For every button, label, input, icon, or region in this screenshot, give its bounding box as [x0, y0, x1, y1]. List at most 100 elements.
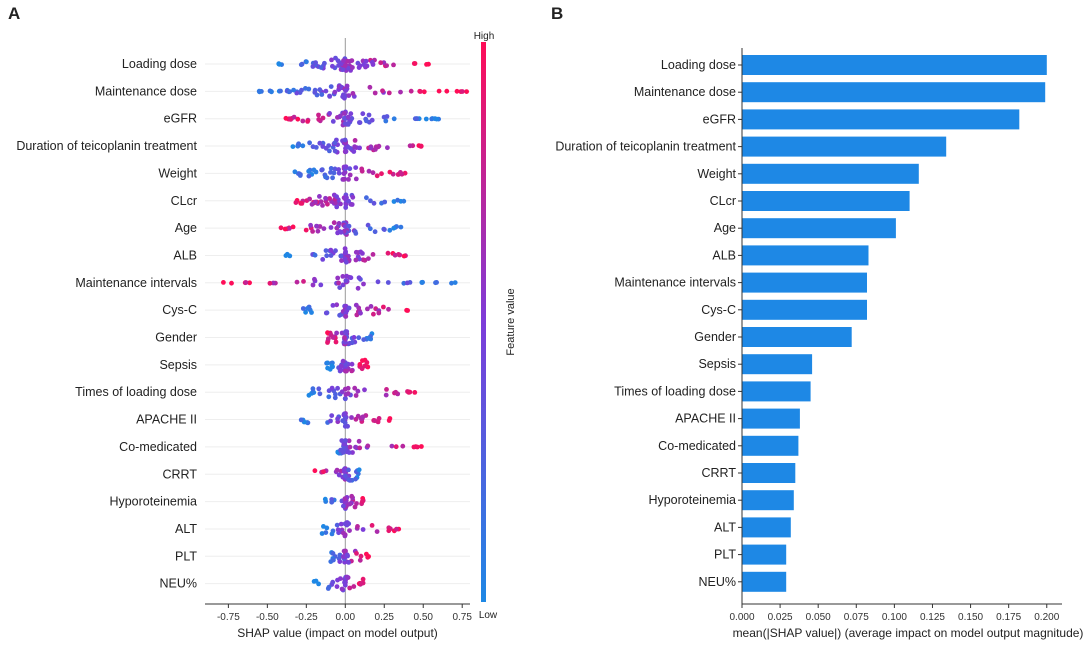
- a-shap-point: [282, 226, 288, 232]
- a-shap-point: [357, 445, 363, 451]
- b-bar: [742, 327, 852, 347]
- a-shap-point: [411, 444, 417, 450]
- a-shap-point: [341, 530, 346, 536]
- a-shap-point: [346, 438, 352, 444]
- a-shap-point: [347, 478, 353, 483]
- b-bar: [742, 408, 800, 429]
- b-bar: [742, 245, 869, 266]
- a-shap-point: [357, 120, 362, 125]
- a-shap-point: [229, 280, 234, 286]
- a-shap-point: [355, 285, 361, 291]
- a-shap-point: [346, 93, 352, 98]
- a-shap-point: [333, 200, 338, 206]
- a-shap-point: [419, 280, 425, 285]
- a-shap-point: [391, 116, 397, 122]
- b-x-tick-label: 0.125: [920, 612, 945, 623]
- a-shap-point: [343, 205, 349, 210]
- a-x-tick-label: -0.25: [295, 612, 318, 623]
- a-shap-point: [342, 386, 348, 392]
- a-shap-point: [367, 84, 373, 90]
- a-shap-point: [310, 386, 316, 392]
- b-x-tick-label: 0.050: [806, 612, 831, 623]
- a-shap-point: [323, 195, 328, 201]
- b-bar: [742, 82, 1046, 103]
- b-feature-label: Sepsis: [698, 357, 736, 371]
- a-shap-point: [287, 226, 292, 231]
- a-shap-point: [299, 201, 305, 206]
- a-shap-point: [358, 249, 364, 255]
- b-bar: [742, 272, 867, 293]
- a-shap-point: [386, 418, 392, 423]
- a-shap-point: [305, 306, 310, 311]
- a-shap-point: [333, 339, 339, 345]
- a-shap-point: [333, 248, 338, 254]
- a-shap-point: [385, 250, 391, 256]
- a-shap-point: [393, 389, 399, 395]
- a-feature-label: CLcr: [171, 194, 197, 208]
- a-shap-point: [322, 60, 327, 66]
- a-shap-point: [382, 199, 388, 205]
- a-shap-point: [334, 204, 340, 210]
- a-shap-point: [350, 194, 356, 200]
- a-shap-point: [320, 144, 326, 149]
- a-shap-point: [332, 89, 338, 95]
- a-shap-point: [324, 253, 330, 259]
- a-shap-point: [326, 394, 332, 400]
- a-shap-point: [331, 557, 336, 563]
- a-shap-point: [408, 88, 414, 94]
- a-shap-point: [332, 140, 338, 146]
- a-shap-point: [342, 580, 347, 585]
- a-shap-point: [352, 504, 358, 510]
- b-feature-label: APACHE II: [675, 412, 736, 426]
- a-shap-point: [338, 367, 344, 373]
- a-shap-point: [319, 92, 325, 97]
- a-shap-point: [359, 166, 365, 172]
- a-shap-point: [365, 306, 370, 312]
- a-shap-point: [386, 90, 392, 96]
- a-shap-point: [329, 499, 335, 505]
- a-shap-point: [341, 503, 346, 509]
- a-feature-label: PLT: [175, 549, 197, 563]
- a-shap-point: [379, 171, 384, 177]
- a-shap-point: [325, 360, 330, 366]
- a-shap-point: [320, 203, 325, 208]
- a-shap-point: [378, 60, 384, 66]
- a-shap-point: [342, 423, 348, 429]
- a-shap-point: [334, 302, 340, 308]
- a-feature-label: ALT: [175, 522, 197, 536]
- a-shap-point: [360, 111, 366, 117]
- a-shap-point: [309, 201, 315, 207]
- a-shap-point: [369, 117, 375, 123]
- a-shap-point: [328, 84, 334, 89]
- a-shap-point: [336, 280, 341, 286]
- a-shap-point: [338, 521, 344, 527]
- a-shap-point: [318, 65, 324, 70]
- a-shap-point: [343, 149, 349, 155]
- b-bar: [742, 354, 813, 375]
- a-shap-point: [358, 553, 364, 559]
- a-shap-point: [347, 528, 352, 533]
- a-shap-point: [325, 340, 330, 345]
- b-feature-label: ALT: [714, 520, 736, 534]
- a-feature-label: Cys-C: [162, 303, 197, 317]
- a-shap-point: [350, 91, 356, 96]
- a-shap-point: [357, 557, 363, 563]
- a-feature-label: CRRT: [163, 467, 198, 481]
- a-x-tick-label: 0.75: [452, 612, 472, 623]
- colorbar-title: Feature value: [505, 288, 517, 355]
- a-shap-point: [365, 222, 371, 228]
- a-shap-point: [329, 57, 334, 63]
- a-shap-point: [344, 273, 349, 279]
- a-shap-point: [330, 175, 335, 181]
- a-shap-point: [318, 282, 324, 288]
- a-shap-point: [295, 116, 301, 122]
- a-shap-point: [423, 116, 429, 122]
- b-bar: [742, 136, 947, 157]
- a-shap-point: [269, 89, 274, 95]
- a-shap-point: [330, 551, 336, 556]
- a-feature-label: Gender: [155, 331, 197, 345]
- a-shap-point: [346, 450, 352, 455]
- a-shap-point: [342, 496, 348, 502]
- a-shap-point: [368, 304, 374, 309]
- a-shap-point: [340, 554, 346, 560]
